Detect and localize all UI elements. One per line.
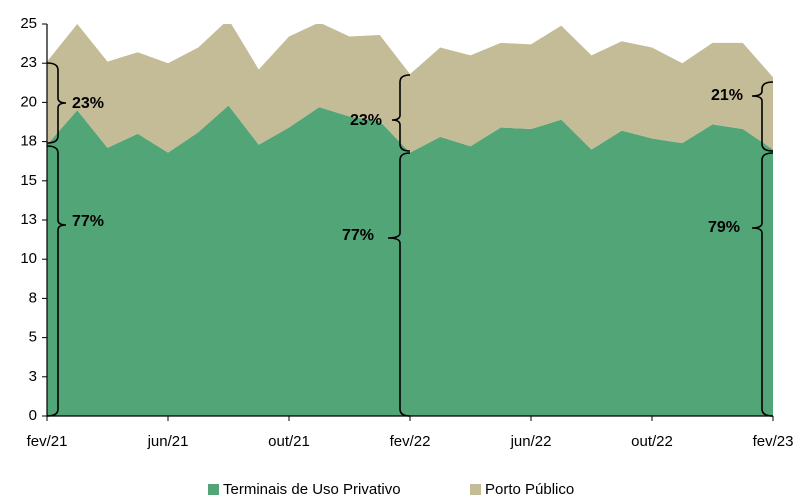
brace <box>751 81 774 152</box>
annotation: 77% <box>72 213 104 230</box>
x-tick-label: fev/21 <box>27 433 68 450</box>
annotation: 21% <box>711 87 743 104</box>
x-tick-label: fev/23 <box>753 433 794 450</box>
y-tick-label: 18 <box>20 133 37 150</box>
brace <box>46 145 67 417</box>
legend-swatch <box>470 484 481 495</box>
plot-area <box>47 24 773 416</box>
braces <box>46 62 774 417</box>
annotation: 79% <box>708 219 740 236</box>
x-tick-label: out/21 <box>268 433 310 450</box>
brace <box>387 152 411 417</box>
legend-label: Porto Público <box>485 481 574 498</box>
y-tick-label: 3 <box>29 368 37 385</box>
y-tick-label: 13 <box>20 211 37 228</box>
y-tick-label: 25 <box>20 15 37 32</box>
brace <box>46 62 67 144</box>
y-tick-label: 20 <box>20 93 37 110</box>
y-tick-label: 15 <box>20 172 37 189</box>
y-tick-label: 0 <box>29 407 37 424</box>
annotation: 23% <box>72 95 104 112</box>
legend-label: Terminais de Uso Privativo <box>223 481 401 498</box>
brace <box>391 74 411 152</box>
legend-swatch <box>208 484 219 495</box>
annotation: 77% <box>342 227 374 244</box>
x-tick-label: out/22 <box>631 433 673 450</box>
y-tick-label: 23 <box>20 54 37 71</box>
x-tick-label: jun/22 <box>510 433 552 450</box>
y-tick-label: 8 <box>29 289 37 306</box>
x-tick-label: jun/21 <box>147 433 189 450</box>
x-tick-label: fev/22 <box>390 433 431 450</box>
y-tick-label: 5 <box>29 329 37 346</box>
y-tick-label: 10 <box>20 250 37 267</box>
area <box>47 24 773 153</box>
brace <box>751 152 774 417</box>
annotation: 23% <box>350 112 382 129</box>
area <box>47 105 773 416</box>
